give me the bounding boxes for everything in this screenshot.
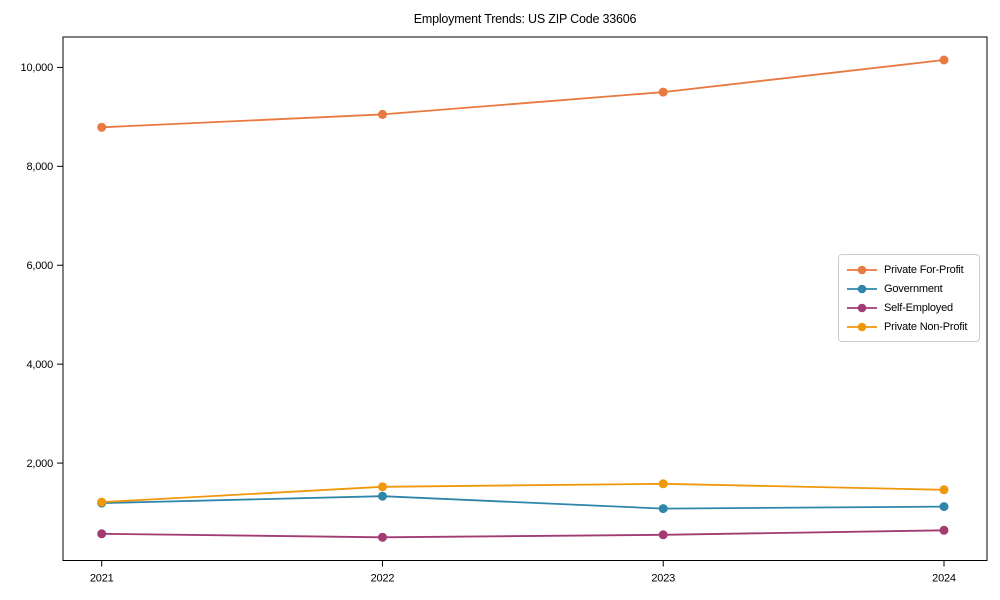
y-tick-label: 4,000: [26, 359, 53, 371]
data-point-government: [939, 502, 949, 512]
data-point-government: [378, 491, 387, 501]
series-line-government: [101, 495, 945, 510]
data-point-private-non-profit: [97, 497, 107, 507]
legend-line-marker-icon: [847, 265, 877, 274]
data-point-private-non-profit: [939, 485, 949, 495]
y-tick-label: 10,000: [21, 62, 54, 74]
legend-label: Self-Employed: [884, 301, 953, 314]
y-tick-label: 6,000: [26, 260, 53, 272]
x-tick-label: 2023: [651, 573, 675, 585]
data-point-private-non-profit: [378, 482, 387, 492]
legend-item-private-for-profit: Private For-Profit: [847, 260, 971, 279]
data-point-government: [658, 504, 668, 514]
data-point-private-for-profit: [378, 109, 387, 119]
y-tick-label: 8,000: [26, 161, 53, 173]
x-tick-label: 2024: [932, 573, 956, 585]
data-point-private-for-profit: [939, 55, 949, 65]
legend-item-private-non-profit: Private Non-Profit: [847, 317, 971, 336]
legend-line-marker-icon: [847, 303, 877, 312]
legend-item-government: Government: [847, 279, 971, 298]
legend-label: Private For-Profit: [884, 263, 964, 276]
plot-frame: [62, 36, 988, 561]
legend-line-marker-icon: [847, 322, 877, 331]
series-line-private-for-profit: [101, 59, 945, 129]
data-point-private-for-profit: [97, 122, 107, 132]
x-tick-label: 2021: [90, 573, 114, 585]
series-line-self-employed: [101, 529, 945, 539]
data-point-self-employed: [97, 529, 107, 539]
x-tick-label: 2022: [371, 573, 395, 585]
chart-title: Employment Trends: US ZIP Code 33606: [413, 12, 637, 26]
legend: Private For-Profit Government Self-Emplo…: [838, 254, 980, 342]
data-point-self-employed: [658, 530, 668, 540]
data-point-private-for-profit: [658, 87, 668, 97]
legend-line-marker-icon: [847, 284, 877, 293]
data-point-self-employed: [939, 525, 949, 535]
legend-label: Government: [884, 282, 943, 295]
series-line-private-non-profit: [101, 482, 945, 503]
y-tick-label: 2,000: [26, 458, 53, 470]
data-point-private-non-profit: [658, 479, 668, 489]
legend-item-self-employed: Self-Employed: [847, 298, 971, 317]
data-point-self-employed: [378, 532, 387, 542]
legend-label: Private Non-Profit: [884, 320, 968, 333]
